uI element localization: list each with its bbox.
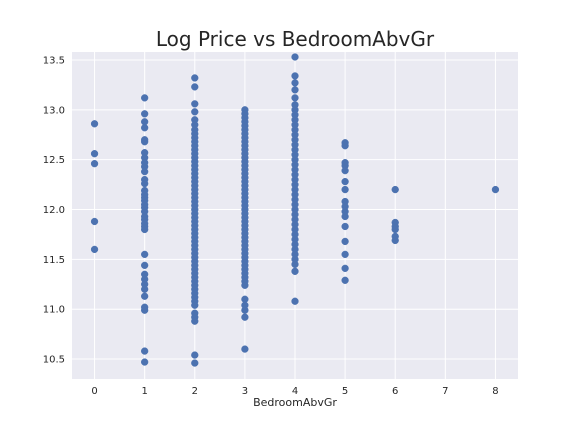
scatter-point bbox=[341, 264, 349, 272]
scatter-point bbox=[341, 222, 349, 231]
scatter-point bbox=[141, 167, 149, 176]
x-tick-label: 5 bbox=[342, 386, 348, 397]
x-tick-label: 7 bbox=[442, 386, 448, 397]
scatter-point bbox=[291, 297, 299, 305]
scatter-point bbox=[341, 250, 349, 259]
x-tick-labels: 0 1 2 3 4 5 6 7 8 bbox=[91, 386, 498, 397]
scatter-point bbox=[90, 120, 99, 128]
scatter-point bbox=[191, 74, 199, 82]
scatter-point bbox=[191, 351, 199, 359]
scatter-point bbox=[291, 94, 299, 102]
y-tick-label: 11.5 bbox=[43, 255, 65, 266]
x-tick-label: 8 bbox=[492, 386, 498, 397]
scatter-point bbox=[291, 79, 299, 87]
scatter-point bbox=[241, 345, 249, 353]
scatter-point bbox=[141, 358, 149, 366]
scatter-point bbox=[191, 108, 199, 116]
scatter-point bbox=[90, 150, 99, 158]
scatter-point bbox=[141, 124, 149, 132]
y-tick-labels: 10.5 11.0 11.5 12.0 12.5 13.0 13.5 bbox=[43, 55, 65, 365]
scatter-point bbox=[291, 53, 299, 61]
scatter-point bbox=[141, 306, 149, 314]
data-points bbox=[90, 53, 500, 367]
scatter-point bbox=[341, 237, 349, 246]
scatter-point bbox=[141, 285, 149, 293]
scatter-point bbox=[141, 138, 149, 146]
scatter-point bbox=[191, 301, 199, 309]
scatter-point bbox=[341, 212, 349, 221]
y-tick-label: 13.5 bbox=[43, 55, 65, 66]
y-tick-label: 12.0 bbox=[43, 205, 65, 216]
scatter-point bbox=[341, 177, 349, 186]
chart-title: Log Price vs BedroomAbvGr bbox=[156, 27, 435, 51]
scatter-point bbox=[191, 100, 199, 108]
x-tick-label: 6 bbox=[392, 386, 398, 397]
scatter-point bbox=[341, 276, 349, 284]
scatter-point bbox=[141, 292, 149, 300]
scatter-point bbox=[291, 267, 299, 275]
x-tick-label: 2 bbox=[192, 386, 198, 397]
scatter-point bbox=[391, 185, 399, 194]
x-tick-label: 1 bbox=[141, 386, 147, 397]
scatter-point bbox=[341, 166, 349, 175]
scatter-point bbox=[391, 236, 399, 245]
scatter-point bbox=[90, 245, 99, 254]
x-tick-label: 0 bbox=[91, 386, 97, 397]
x-tick-label: 3 bbox=[242, 386, 248, 397]
scatter-point bbox=[141, 261, 149, 269]
scatter-point bbox=[141, 225, 149, 234]
scatter-point bbox=[191, 359, 199, 367]
scatter-point bbox=[141, 347, 149, 355]
scatter-point bbox=[141, 110, 149, 118]
y-tick-label: 10.5 bbox=[43, 355, 65, 366]
x-axis-label: BedroomAbvGr bbox=[253, 396, 337, 409]
x-tick-label: 4 bbox=[292, 386, 298, 397]
scatter-point bbox=[341, 185, 349, 194]
scatter-point bbox=[291, 72, 299, 80]
scatter-point bbox=[90, 217, 99, 226]
scatter-point bbox=[241, 313, 249, 321]
scatter-point bbox=[241, 306, 249, 314]
scatter-point bbox=[141, 179, 149, 188]
y-tick-label: 11.0 bbox=[43, 305, 65, 316]
y-tick-label: 12.5 bbox=[43, 155, 65, 166]
scatter-point bbox=[291, 260, 299, 269]
scatter-point bbox=[291, 86, 299, 94]
scatter-point bbox=[191, 317, 199, 325]
scatter-point bbox=[491, 185, 500, 194]
scatter-point bbox=[341, 142, 349, 150]
scatter-point bbox=[90, 160, 99, 168]
y-tick-label: 13.0 bbox=[43, 105, 65, 116]
scatter-point bbox=[141, 94, 149, 102]
scatter-point bbox=[391, 225, 399, 234]
scatter-point bbox=[191, 83, 199, 91]
scatter-point bbox=[141, 250, 149, 259]
scatter-point bbox=[241, 281, 249, 289]
